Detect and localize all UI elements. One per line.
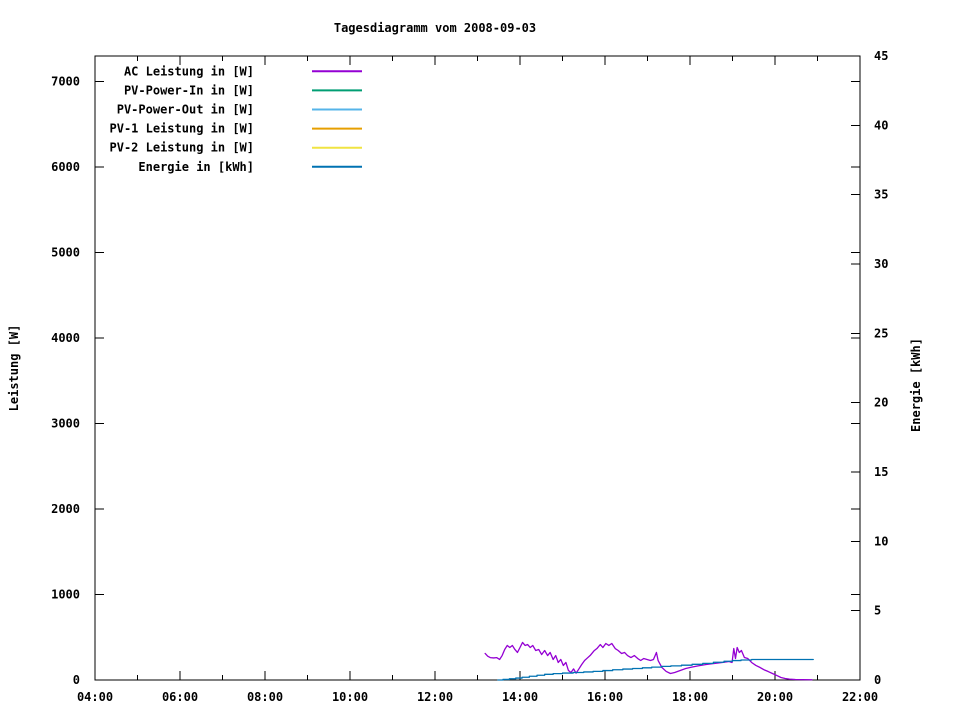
x-tick-label: 20:00 (757, 690, 793, 704)
legend-label: PV-Power-In in [W] (124, 83, 254, 97)
y-left-axis-label: Leistung [W] (7, 325, 21, 412)
y-left-tick-label: 5000 (51, 245, 80, 259)
y-right-tick-label: 10 (874, 534, 888, 548)
y-right-tick-label: 15 (874, 465, 888, 479)
x-tick-label: 14:00 (502, 690, 538, 704)
y-right-tick-label: 40 (874, 118, 888, 132)
y-left-tick-label: 2000 (51, 502, 80, 516)
x-tick-label: 16:00 (587, 690, 623, 704)
y-left-tick-label: 7000 (51, 74, 80, 88)
legend: AC Leistung in [W] PV-Power-In in [W] PV-P… (110, 64, 362, 174)
x-tick-label: 22:00 (842, 690, 878, 704)
y-left-tick-label: 0 (73, 673, 80, 687)
y-left-tick-label: 4000 (51, 331, 80, 345)
legend-label: PV-2 Leistung in [W] (110, 141, 255, 155)
legend-label: PV-1 Leistung in [W] (110, 122, 255, 136)
axis-ticks (94, 55, 861, 681)
y-right-axis-label: Energie [kWh] (909, 338, 923, 432)
legend-label: PV-Power-Out in [W] (117, 103, 254, 117)
series-line (484, 641, 813, 681)
x-tick-label: 06:00 (162, 690, 198, 704)
chart-title: Tagesdiagramm vom 2008-09-03 (334, 21, 536, 35)
y-left-tick-label: 6000 (51, 160, 80, 174)
y-left-tick-label: 3000 (51, 416, 80, 430)
legend-label: AC Leistung in [W] (124, 64, 254, 78)
x-tick-label: 08:00 (247, 690, 283, 704)
y-right-tick-label: 5 (874, 604, 881, 618)
tick-labels: 04:00 06:00 08:00 10:00 12:00 14:00 16:00 18:00… (51, 49, 888, 704)
x-tick-label: 12:00 (417, 690, 453, 704)
x-tick-label: 18:00 (672, 690, 708, 704)
y-right-tick-label: 20 (874, 396, 888, 410)
series-curves (484, 641, 814, 681)
x-tick-label: 04:00 (77, 690, 113, 704)
legend-label: Energie in [kWh] (138, 160, 254, 174)
y-right-tick-label: 25 (874, 326, 888, 340)
x-tick-label: 10:00 (332, 690, 368, 704)
y-right-tick-label: 45 (874, 49, 888, 63)
series-line (497, 658, 814, 681)
y-right-tick-label: 30 (874, 257, 888, 271)
y-right-tick-label: 35 (874, 188, 888, 202)
y-left-tick-label: 1000 (51, 587, 80, 601)
y-right-tick-label: 0 (874, 673, 881, 687)
